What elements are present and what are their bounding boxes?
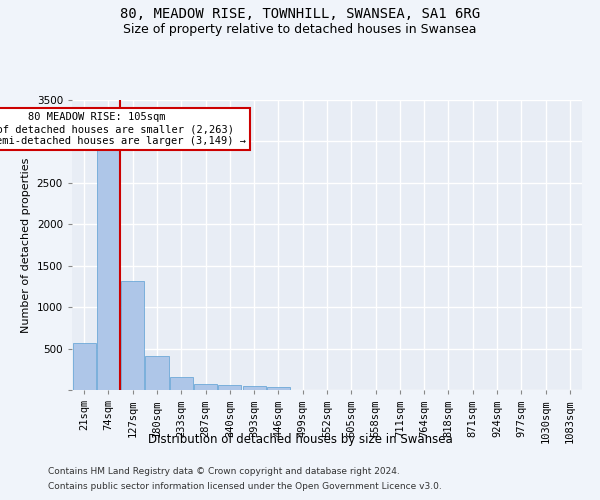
Text: 80 MEADOW RISE: 105sqm
← 41% of detached houses are smaller (2,263)
58% of semi-: 80 MEADOW RISE: 105sqm ← 41% of detached…: [0, 112, 246, 146]
Bar: [145, 356, 169, 390]
Bar: [267, 386, 290, 390]
Bar: [242, 386, 266, 390]
Text: Contains HM Land Registry data © Crown copyright and database right 2024.: Contains HM Land Registry data © Crown c…: [48, 467, 400, 476]
Bar: [121, 282, 144, 390]
Bar: [73, 343, 95, 390]
Y-axis label: Number of detached properties: Number of detached properties: [21, 158, 31, 332]
Bar: [218, 386, 241, 390]
Bar: [170, 377, 193, 390]
Bar: [194, 384, 217, 390]
Text: 80, MEADOW RISE, TOWNHILL, SWANSEA, SA1 6RG: 80, MEADOW RISE, TOWNHILL, SWANSEA, SA1 …: [120, 8, 480, 22]
Text: Size of property relative to detached houses in Swansea: Size of property relative to detached ho…: [123, 22, 477, 36]
Bar: [97, 150, 120, 390]
Text: Distribution of detached houses by size in Swansea: Distribution of detached houses by size …: [148, 432, 452, 446]
Text: Contains public sector information licensed under the Open Government Licence v3: Contains public sector information licen…: [48, 482, 442, 491]
